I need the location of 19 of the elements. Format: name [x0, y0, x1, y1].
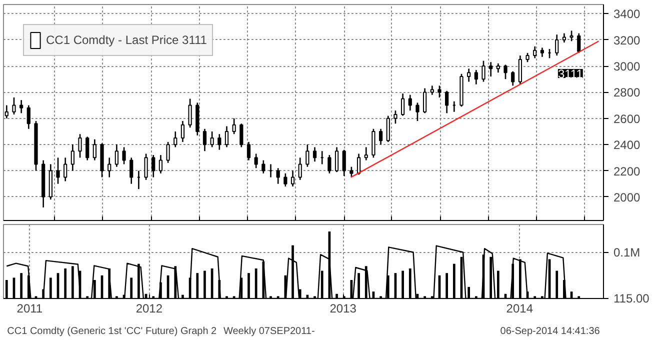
y-tick-label: 2800 [614, 86, 641, 100]
text: CC1 Comdty (Generic 1st 'CC' Future) Graph 2 [7, 326, 218, 337]
y-tick-label: 2600 [614, 112, 641, 126]
x-tick-label: 2012 [136, 302, 163, 316]
y-tick-label: 115.00 [614, 291, 650, 306]
y-tick-label: 2000 [614, 190, 641, 204]
legend-label: CC1 Comdty - Last Price 3111 [46, 33, 207, 47]
y-tick-label: 2200 [614, 164, 641, 178]
y-tick-label: 2400 [614, 138, 641, 152]
text: Weekly 07SEP2011- [223, 326, 315, 337]
y-tick-label: 3200 [614, 33, 641, 48]
text: 06-Sep-2014 14:41:36 [500, 326, 600, 337]
y-tick-label: 3400 [614, 7, 641, 22]
x-tick-label: 2014 [506, 302, 534, 316]
y-tick-label: 3000 [614, 60, 641, 74]
annotation: 3111 [558, 66, 584, 81]
y-tick-label: 0.1M [614, 245, 640, 260]
x-tick-label: 2011 [16, 302, 43, 316]
x-tick-label: 2013 [330, 302, 357, 316]
